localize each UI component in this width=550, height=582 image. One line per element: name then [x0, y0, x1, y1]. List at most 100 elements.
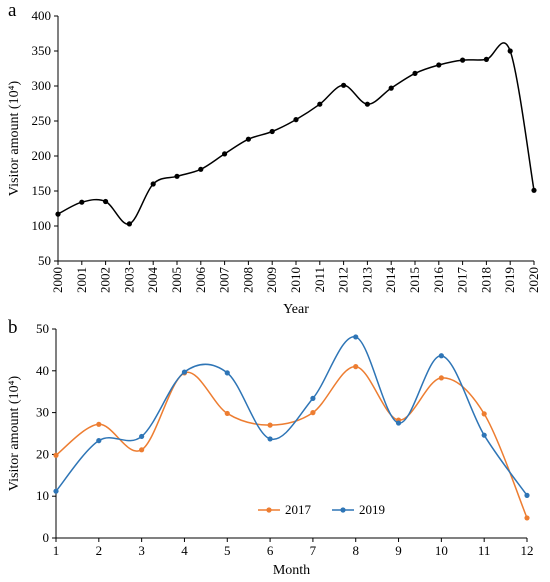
- data-point: [198, 166, 204, 172]
- y-axis-label: Visitor amount (10⁴): [7, 81, 22, 197]
- y-tick-label: 150: [32, 183, 52, 198]
- data-point: [341, 82, 347, 88]
- x-tick-label: 4: [181, 543, 188, 558]
- data-point: [55, 211, 61, 217]
- data-point: [364, 101, 370, 107]
- data-point: [79, 199, 85, 205]
- data-point: [224, 370, 230, 376]
- data-point: [222, 151, 228, 157]
- y-tick-label: 300: [32, 78, 52, 93]
- x-axis-label: Year: [283, 302, 309, 317]
- y-tick-label: 30: [36, 405, 49, 420]
- panel-label: b: [8, 317, 18, 338]
- data-point: [507, 48, 513, 54]
- x-tick-label: 2013: [359, 267, 374, 293]
- data-point: [224, 410, 230, 417]
- x-tick-label: 11: [478, 543, 491, 558]
- x-axis-label: Month: [273, 563, 310, 578]
- legend-marker: [266, 507, 272, 513]
- data-point: [126, 221, 132, 227]
- data-point: [438, 375, 444, 381]
- data-point: [317, 101, 323, 107]
- data-point: [483, 56, 489, 63]
- x-tick-label: 2008: [240, 267, 255, 293]
- data-point: [267, 422, 273, 428]
- x-tick-label: 3: [138, 543, 145, 558]
- x-tick-label: 2009: [264, 267, 279, 293]
- x-tick-label: 2015: [407, 267, 422, 293]
- data-point: [96, 438, 102, 444]
- chart-panel-a: 50 100 150 200 250 300 350 400 2000 2001 2002 2003 2…: [7, 0, 541, 317]
- x-tick-label: 5: [224, 543, 231, 558]
- x-tick-label: 8: [352, 543, 359, 558]
- x-tick-label: 1: [53, 543, 60, 558]
- data-point: [531, 187, 537, 193]
- y-tick-label: 50: [38, 253, 51, 268]
- series-line: [57, 42, 535, 225]
- data-point: [438, 353, 444, 359]
- data-point: [139, 447, 145, 453]
- x-tick-label: 2018: [478, 267, 493, 293]
- data-point: [53, 488, 59, 494]
- x-tick-label: 2000: [50, 267, 65, 293]
- y-tick-label: 100: [32, 218, 52, 233]
- data-point: [310, 410, 316, 416]
- data-point: [139, 433, 145, 440]
- series-line: [55, 365, 528, 519]
- x-tick-label: 2002: [98, 267, 113, 293]
- x-tick-label: 2019: [502, 267, 517, 293]
- x-tick-label: 2011: [312, 267, 327, 293]
- x-tick-label: 9: [395, 543, 402, 558]
- y-tick-label: 250: [32, 113, 52, 128]
- legend-label: 2019: [359, 502, 385, 517]
- x-tick-label: 2007: [217, 267, 232, 294]
- data-point: [245, 136, 251, 142]
- data-point: [481, 432, 487, 438]
- data-point: [388, 85, 394, 91]
- x-tick-label: 2020: [526, 267, 541, 293]
- x-tick-label: 6: [267, 543, 274, 558]
- data-point: [174, 173, 180, 179]
- x-tick-label: 2001: [74, 267, 89, 293]
- data-point: [103, 198, 109, 205]
- y-tick-label: 400: [32, 8, 52, 23]
- x-tick-label: 2: [96, 543, 103, 558]
- y-tick-label: 50: [36, 321, 49, 336]
- data-point: [481, 411, 487, 417]
- data-point: [353, 334, 359, 340]
- series-line: [55, 336, 528, 496]
- data-point: [412, 70, 418, 76]
- x-tick-label: 2010: [288, 267, 303, 293]
- legend-label: 2017: [285, 502, 312, 517]
- y-tick-label: 350: [32, 43, 52, 58]
- data-point: [53, 452, 59, 458]
- data-point: [524, 515, 530, 521]
- x-tick-label: 2012: [336, 267, 351, 293]
- x-tick-label: 2005: [169, 267, 184, 293]
- data-point: [310, 395, 316, 401]
- x-tick-label: 2014: [383, 267, 398, 294]
- x-tick-label: 10: [435, 543, 448, 558]
- y-axis-label: Visitor amount (10⁴): [7, 376, 22, 492]
- panel-label: a: [8, 0, 17, 21]
- data-point: [524, 492, 530, 498]
- y-tick-label: 20: [36, 446, 49, 461]
- data-point: [353, 364, 359, 370]
- x-tick-label: 12: [521, 543, 534, 558]
- legend-marker: [340, 507, 346, 513]
- x-tick-label: 2003: [121, 267, 136, 293]
- y-tick-label: 200: [32, 148, 52, 163]
- data-point: [460, 57, 466, 63]
- data-point: [267, 436, 273, 442]
- data-point: [150, 181, 156, 187]
- data-point: [436, 62, 442, 68]
- x-tick-label: 2004: [145, 267, 160, 294]
- y-tick-label: 40: [36, 363, 49, 378]
- data-point: [181, 369, 188, 375]
- x-tick-label: 7: [310, 543, 317, 558]
- y-tick-label: 0: [43, 530, 50, 545]
- y-tick-label: 10: [36, 488, 49, 503]
- data-point: [96, 421, 102, 427]
